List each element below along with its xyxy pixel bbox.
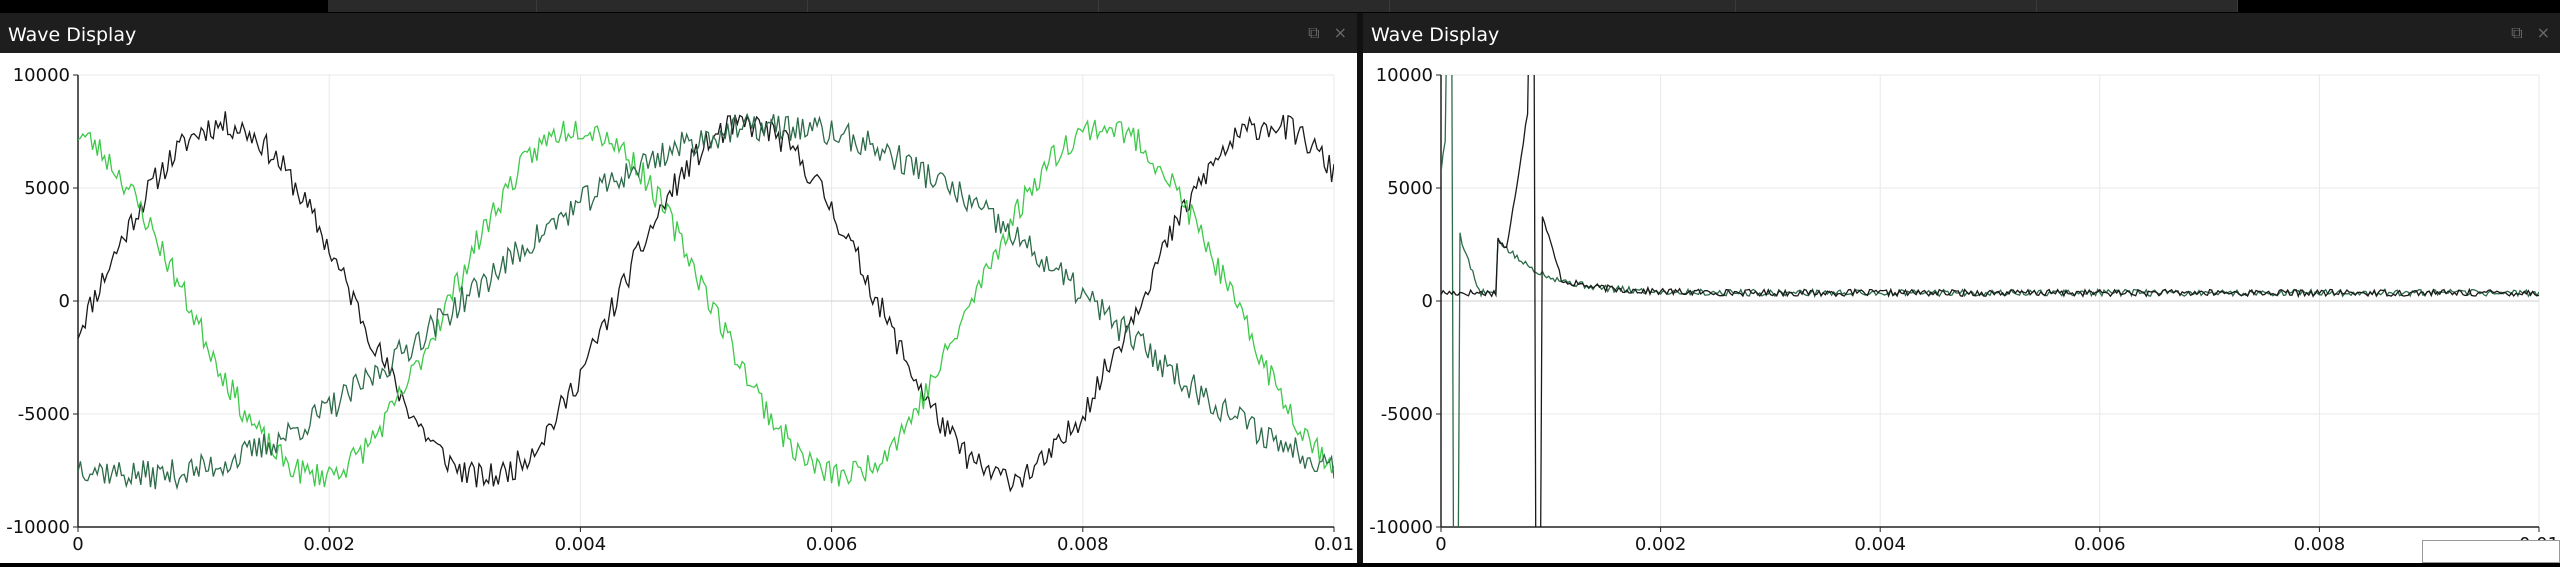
panel-titlebar[interactable]: Wave Display ⧉ ×	[0, 13, 1357, 53]
toolbar-segment	[1099, 0, 1390, 12]
toolbar-segment	[808, 0, 1099, 12]
close-icon[interactable]: ×	[1333, 23, 1347, 42]
x-tick-label: 0.006	[2074, 534, 2126, 555]
toolbar-segment	[1736, 0, 2037, 12]
y-tick-label: 0	[59, 291, 70, 312]
panel-splitter[interactable]	[1357, 13, 1363, 563]
y-tick-label: -10000	[6, 517, 70, 538]
top-toolbar-strip	[0, 0, 2560, 13]
plot-area[interactable]: 10000 5000 0 -5000 -10000 0 0.002 0.004 0.006 0.0…	[0, 53, 1357, 563]
wave-display-panel-right: Wave Display ⧉ × 10000 5000 0 -5000 -10000 0 0…	[1363, 13, 2560, 563]
x-tick-label: 0.008	[1057, 534, 1109, 555]
y-tick-label: -5000	[1381, 404, 1433, 425]
y-tick-label: 0	[1422, 291, 1433, 312]
panel-titlebar[interactable]: Wave Display ⧉ ×	[1363, 13, 2560, 53]
x-tick-label: 0.002	[1635, 534, 1687, 555]
y-tick-label: 10000	[13, 65, 70, 86]
x-tick-label: 0.002	[303, 534, 355, 555]
x-tick-label: 0.004	[555, 534, 607, 555]
x-tick-label: 0.004	[1854, 534, 1906, 555]
x-tick-label: 0.01	[1314, 534, 1354, 555]
panel-title: Wave Display	[8, 24, 137, 46]
series-line	[78, 119, 1334, 488]
toolbar-segment	[328, 0, 537, 12]
y-tick-label: 5000	[24, 178, 70, 199]
wave-display-panel-left: Wave Display ⧉ × 10000 5000 0 -5000 -10000 0 0…	[0, 13, 1357, 563]
x-tick-label: 0	[72, 534, 83, 555]
series-group	[78, 111, 1334, 493]
y-tick-label: -5000	[18, 404, 70, 425]
series-line	[78, 112, 1334, 491]
toolbar-segment	[1390, 0, 1736, 12]
y-tick-label: 5000	[1387, 178, 1433, 199]
close-icon[interactable]: ×	[2536, 23, 2550, 42]
series-group	[1441, 75, 2539, 527]
x-tick-label: 0	[1435, 534, 1446, 555]
series-line	[1441, 75, 2539, 527]
toolbar-segment	[2037, 0, 2238, 12]
corner-popup	[2422, 540, 2560, 563]
x-tick-label: 0.008	[2294, 534, 2346, 555]
float-window-icon[interactable]: ⧉	[1308, 23, 1320, 42]
plot-area[interactable]: 10000 5000 0 -5000 -10000 0 0.002 0.004 0.006 0.0…	[1363, 53, 2560, 563]
y-tick-label: -10000	[1369, 517, 1433, 538]
series-line	[1441, 75, 2539, 527]
panel-title: Wave Display	[1371, 24, 1500, 46]
y-tick-label: 10000	[1376, 65, 1433, 86]
float-window-icon[interactable]: ⧉	[2511, 23, 2523, 42]
x-tick-label: 0.006	[806, 534, 858, 555]
toolbar-segment	[537, 0, 808, 12]
